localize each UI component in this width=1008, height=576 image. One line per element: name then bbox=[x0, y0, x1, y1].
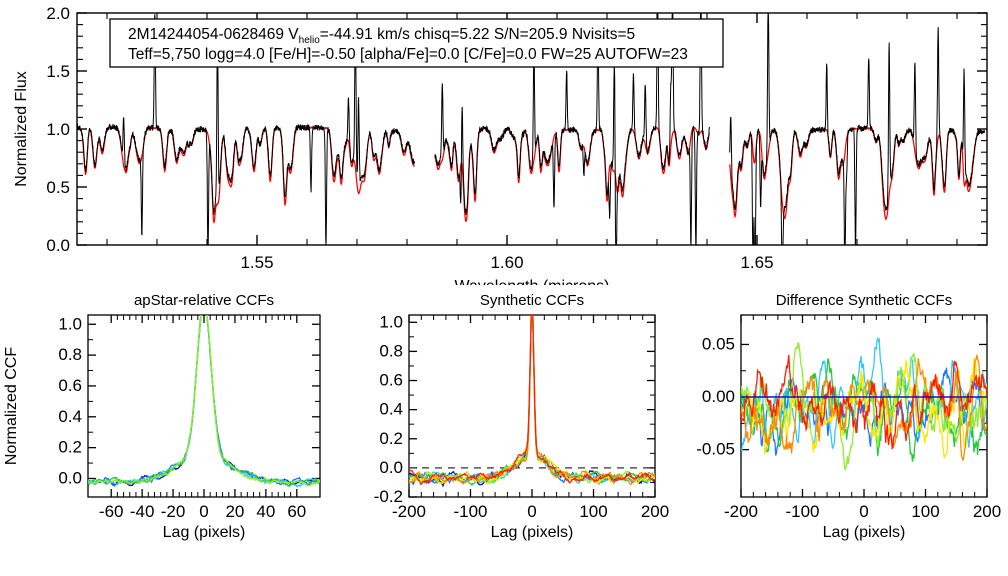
ccf-xtick-label: -40 bbox=[130, 502, 155, 521]
main-ytick-label: 0.0 bbox=[46, 236, 70, 255]
ccf-trace bbox=[741, 336, 987, 453]
ccf-trace bbox=[88, 315, 320, 487]
ccf-panel-title: Synthetic CCFs bbox=[480, 292, 584, 309]
ccf-xtick-label: -60 bbox=[99, 502, 124, 521]
ccf-ytick-label: 0.2 bbox=[379, 429, 403, 448]
ccf-trace bbox=[409, 315, 655, 485]
ccf-trace bbox=[88, 315, 320, 487]
ccf-trace bbox=[409, 315, 655, 487]
ccf-yaxis-label: Normalized CCF bbox=[3, 347, 20, 465]
ccf-xtick-label: 100 bbox=[579, 502, 607, 521]
ccf-trace bbox=[88, 315, 320, 487]
ccf-ytick-label: -0.2 bbox=[374, 487, 403, 506]
ccf-xtick-label: 20 bbox=[225, 502, 244, 521]
ccf-ytick-label: 0.0 bbox=[379, 458, 403, 477]
ccf-xtick-label: 200 bbox=[641, 502, 669, 521]
ccf-ytick-label: 0.4 bbox=[58, 407, 82, 426]
ccf-trace bbox=[409, 315, 655, 485]
ccf-plot-frame bbox=[87, 314, 321, 498]
main-xaxis-label: Wavelength (microns) bbox=[454, 278, 609, 285]
ccf-ytick-label: 1.0 bbox=[58, 314, 82, 333]
main-spectrum-panel: 2.0 1.5 1.0 0.5 0.0 1.55 1.60 1.65 2M14244054-06… bbox=[0, 0, 1008, 285]
main-xtick-label: 1.55 bbox=[240, 253, 273, 272]
ccf-xtick-label: -100 bbox=[453, 502, 487, 521]
ccf-ytick-label: 1.0 bbox=[379, 312, 403, 331]
ccf-panel-container-1: 1.0 0.8 0.6 0.4 0.2 0.0 -0.2 -200 -100 0 100 200 Syn… bbox=[345, 285, 675, 576]
main-yaxis-label: Normalized Flux bbox=[13, 71, 30, 187]
ccf-panel-title: Difference Synthetic CCFs bbox=[776, 292, 952, 309]
ccf-ytick-label: 0.8 bbox=[58, 345, 82, 364]
ccf-xtick-label: -20 bbox=[161, 502, 186, 521]
ccf-panel-2: 0.05 0.00 -0.05 -200 -100 0 100 200 Difference S… bbox=[696, 292, 1001, 541]
ccf-xtick-label: 100 bbox=[911, 502, 939, 521]
observed-spectrum-trace bbox=[77, 14, 415, 245]
ccf-trace bbox=[409, 315, 655, 486]
main-ytick-label: 1.0 bbox=[46, 120, 70, 139]
ccf-xtick-label: 0 bbox=[199, 502, 208, 521]
ccf-trace bbox=[88, 315, 320, 488]
ccf-ytick-label: 0.6 bbox=[58, 376, 82, 395]
observed-spectrum-trace bbox=[729, 13, 985, 245]
main-ytick-label: 0.5 bbox=[46, 178, 70, 197]
ccf-ytick-label: 0.05 bbox=[702, 334, 735, 353]
ccf-xtick-label: -200 bbox=[724, 502, 758, 521]
observed-spectrum-trace bbox=[434, 13, 710, 245]
ccf-xtick-label: 0 bbox=[527, 502, 536, 521]
ccf-panel-title: apStar-relative CCFs bbox=[134, 292, 274, 309]
ccf-xaxis-label: Lag (pixels) bbox=[491, 524, 574, 541]
ccf-xtick-label: 40 bbox=[256, 502, 275, 521]
main-xtick-label: 1.60 bbox=[490, 253, 523, 272]
main-spectrum-plot: 2.0 1.5 1.0 0.5 0.0 1.55 1.60 1.65 2M14244054-06… bbox=[13, 4, 988, 285]
ccf-panel-1: 1.0 0.8 0.6 0.4 0.2 0.0 -0.2-200 -100 0 100 200 Syn… bbox=[374, 292, 669, 541]
ccf-ytick-label: 0.4 bbox=[379, 400, 403, 419]
synthetic-spectrum-trace bbox=[434, 126, 711, 222]
ccf-trace bbox=[741, 342, 987, 472]
ccf-ytick-label: 0.2 bbox=[58, 438, 82, 457]
ccf-ytick-label: 0.8 bbox=[379, 341, 403, 360]
ccf-xaxis-label: Lag (pixels) bbox=[163, 524, 246, 541]
ccf-trace bbox=[409, 315, 655, 485]
ccf-ytick-label: 0.6 bbox=[379, 371, 403, 390]
main-ytick-label: 1.5 bbox=[46, 62, 70, 81]
ccf-xtick-label: 200 bbox=[973, 502, 1001, 521]
ccf-plot-frame bbox=[408, 314, 656, 498]
ccf-ytick-label: 0.0 bbox=[58, 468, 82, 487]
ccf-xtick-label: -100 bbox=[785, 502, 819, 521]
info-box bbox=[109, 18, 724, 68]
ccf-panel-container-0: 1.0 0.8 0.6 0.4 0.2 0.0 -60 -40 -20 0 20 40 60 apStar… bbox=[0, 285, 345, 576]
ccf-ytick-label: -0.05 bbox=[696, 440, 735, 459]
ccf-panel-container-2: 0.05 0.00 -0.05 -200 -100 0 100 200 Difference S… bbox=[675, 285, 1008, 576]
ccf-trace bbox=[409, 315, 655, 485]
ccf-xtick-label: 0 bbox=[859, 502, 868, 521]
ccf-trace bbox=[88, 315, 320, 488]
info-line-1: 2M14244054-0628469 Vhelio=-44.91 km/s ch… bbox=[128, 26, 635, 46]
ccf-xtick-label: 60 bbox=[287, 502, 306, 521]
ccf-trace bbox=[409, 315, 655, 485]
ccf-xaxis-label: Lag (pixels) bbox=[823, 524, 906, 541]
ccf-ytick-label: 0.00 bbox=[702, 387, 735, 406]
main-xtick-label: 1.65 bbox=[740, 253, 773, 272]
ccf-trace bbox=[409, 315, 655, 488]
ccf-xtick-label: -200 bbox=[392, 502, 426, 521]
info-line-2: Teff=5,750 logg=4.0 [Fe/H]=-0.50 [alpha/… bbox=[128, 46, 688, 63]
main-ytick-label: 2.0 bbox=[46, 4, 70, 23]
ccf-trace bbox=[741, 354, 987, 450]
ccf-panel-0: 1.0 0.8 0.6 0.4 0.2 0.0 -60 -40 -20 0 20 40 60 apStar… bbox=[3, 292, 321, 541]
